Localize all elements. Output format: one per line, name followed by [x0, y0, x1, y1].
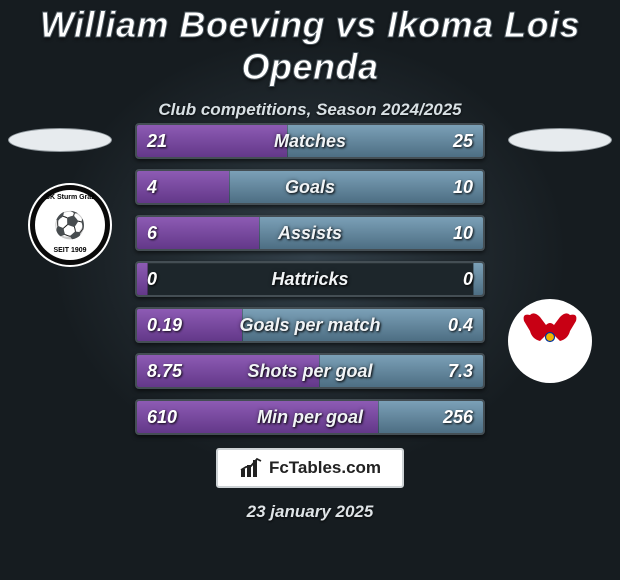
- stat-rows: Matches2125Goals410Assists610Hattricks00…: [135, 123, 485, 445]
- stat-value-right: 10: [453, 217, 473, 249]
- footer-date: 23 january 2025: [0, 502, 620, 522]
- stat-value-right: 256: [443, 401, 473, 433]
- comparison-canvas: William Boeving vs Ikoma Lois Openda Clu…: [0, 4, 620, 580]
- club-badge-left-inner: SK Sturm Graz ⚽ SEIT 1909: [35, 190, 105, 260]
- stat-value-left: 6: [147, 217, 157, 249]
- footer-logo-chart-icon: [239, 457, 263, 479]
- stat-label: Goals per match: [137, 309, 483, 341]
- stat-label: Hattricks: [137, 263, 483, 295]
- badge-left-shadow: [8, 128, 112, 152]
- stat-value-left: 4: [147, 171, 157, 203]
- club-badge-left-ball-icon: ⚽: [54, 212, 86, 238]
- stat-label: Min per goal: [137, 401, 483, 433]
- stat-row: Assists6 10: [135, 215, 485, 251]
- stat-row: Shots per goal8.75 7.3: [135, 353, 485, 389]
- footer-logo[interactable]: FcTables.com: [216, 448, 404, 488]
- club-badge-left-since: SEIT 1909: [53, 247, 86, 254]
- stat-label: Assists: [137, 217, 483, 249]
- stat-row: Goals per match0.19 0.4: [135, 307, 485, 343]
- stat-value-left: 0: [147, 263, 157, 295]
- stat-value-right: 10: [453, 171, 473, 203]
- stat-value-right: 25: [453, 125, 473, 157]
- stat-value-left: 8.75: [147, 355, 182, 387]
- stat-row: Matches21 25: [135, 123, 485, 159]
- stat-value-left: 21: [147, 125, 167, 157]
- club-badge-right: [508, 299, 592, 383]
- stat-value-right: 0.4: [448, 309, 473, 341]
- stat-value-right: 7.3: [448, 355, 473, 387]
- stat-row: Hattricks0 0: [135, 261, 485, 297]
- footer-logo-text: FcTables.com: [269, 458, 381, 478]
- club-badge-left-name: SK Sturm Graz: [45, 194, 94, 201]
- stat-label: Matches: [137, 125, 483, 157]
- stat-row: Min per goal610 256: [135, 399, 485, 435]
- badge-right-shadow: [508, 128, 612, 152]
- stat-row: Goals4 10: [135, 169, 485, 205]
- club-badge-left: SK Sturm Graz ⚽ SEIT 1909: [28, 183, 112, 267]
- stat-value-left: 0.19: [147, 309, 182, 341]
- page-subtitle: Club competitions, Season 2024/2025: [0, 100, 620, 120]
- stat-label: Goals: [137, 171, 483, 203]
- stat-label: Shots per goal: [137, 355, 483, 387]
- stat-value-left: 610: [147, 401, 177, 433]
- club-badge-right-bulls-icon: [520, 307, 580, 347]
- stat-value-right: 0: [463, 263, 473, 295]
- page-title: William Boeving vs Ikoma Lois Openda: [0, 4, 620, 88]
